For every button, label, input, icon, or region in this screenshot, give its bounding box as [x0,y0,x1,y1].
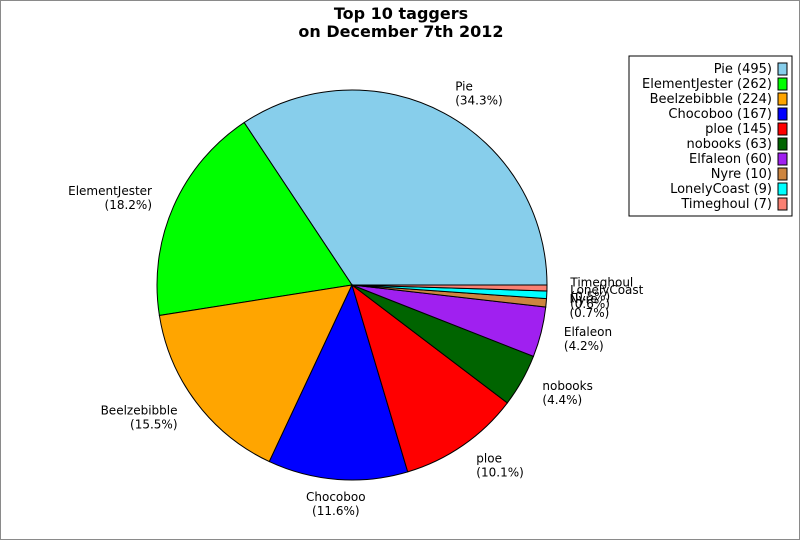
pie-slices [156,89,548,481]
pie-label-ploe: ploe (10.1%) [476,452,523,480]
legend-swatch-nobooks [777,137,788,151]
pie-label-nobooks: nobooks (4.4%) [542,379,592,407]
legend-swatch-elfaleon [777,152,788,166]
legend-entry-ploe: ploe (145) [705,122,772,137]
legend: Pie (495)ElementJester (262)Beelzebibble… [628,55,793,217]
legend-entry-pie: Pie (495) [714,62,772,77]
legend-swatch-elementjester [777,77,788,91]
pie-label-beelzebibble: Beelzebibble (15.5%) [101,403,178,431]
pie-label-timeghoul: Timeghoul (0.5%) [569,275,633,303]
legend-entry-elementjester: ElementJester (262) [642,77,772,92]
pie-label-elfaleon: Elfaleon (4.2%) [564,325,612,353]
legend-entry-nyre: Nyre (10) [711,167,772,182]
pie-slice-elementjester [156,121,353,317]
pie-slice-beelzebibble [158,284,353,463]
pie-label-nyre: Nyre (0.7%) [570,292,610,320]
pie-slice-timeghoul [351,284,548,292]
pie-slice-ploe [351,283,509,473]
legend-swatch-ploe [777,122,788,136]
pie-label-pie: Pie (34.3%) [455,80,502,108]
pie-label-lonelycoast: LonelyCoast (0.6%) [570,283,644,311]
legend-entry-nobooks: nobooks (63) [687,137,772,152]
pie-label-chocoboo: Chocoboo (11.6%) [306,490,366,518]
legend-swatch-chocoboo [777,107,788,121]
legend-swatch-nyre [777,167,788,181]
chart-title-line: Top 10 taggers [334,4,468,23]
legend-entry-timeghoul: Timeghoul (7) [680,197,772,212]
legend-entry-elfaleon: Elfaleon (60) [689,152,772,167]
pie-labels: Pie (34.3%) ElementJester (18.2%) Beelzebibb… [68,80,644,518]
legend-swatch-beelzebibble [777,92,788,106]
chart-title: Top 10 taggers on December 7th 2012 [298,4,503,41]
legend-swatch-lonelycoast [777,182,788,196]
legend-entry-beelzebibble: Beelzebibble (224) [650,92,772,107]
legend-entry-chocoboo: Chocoboo (167) [668,107,772,122]
legend-box [628,55,793,217]
pie-slice-chocoboo [268,283,409,481]
legend-swatch-pie [777,62,788,76]
legend-entry-lonelycoast: LonelyCoast (9) [670,182,772,197]
chart-title-line: on December 7th 2012 [298,22,503,41]
legend-swatch-timeghoul [777,197,788,211]
pie-label-elementjester: ElementJester (18.2%) [68,184,152,212]
